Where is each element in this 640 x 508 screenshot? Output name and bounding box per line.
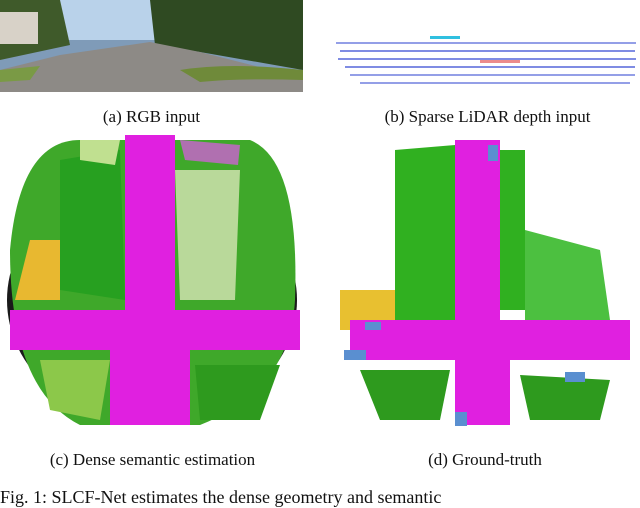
- semantic-estimation-map: [7, 135, 300, 425]
- panel-caption: (a) RGB input: [102, 107, 201, 126]
- lidar-image: [336, 36, 636, 84]
- rgb-image: [0, 0, 303, 92]
- ground-truth-map: [340, 140, 630, 426]
- panel-caption: (d) Ground-truth: [428, 450, 542, 469]
- figure-caption: Fig. 1: SLCF-Net estimates the dense geo…: [0, 487, 442, 507]
- panel-caption: (c) Dense semantic estimation: [49, 450, 256, 469]
- panel-caption: (b) Sparse LiDAR depth input: [384, 107, 591, 126]
